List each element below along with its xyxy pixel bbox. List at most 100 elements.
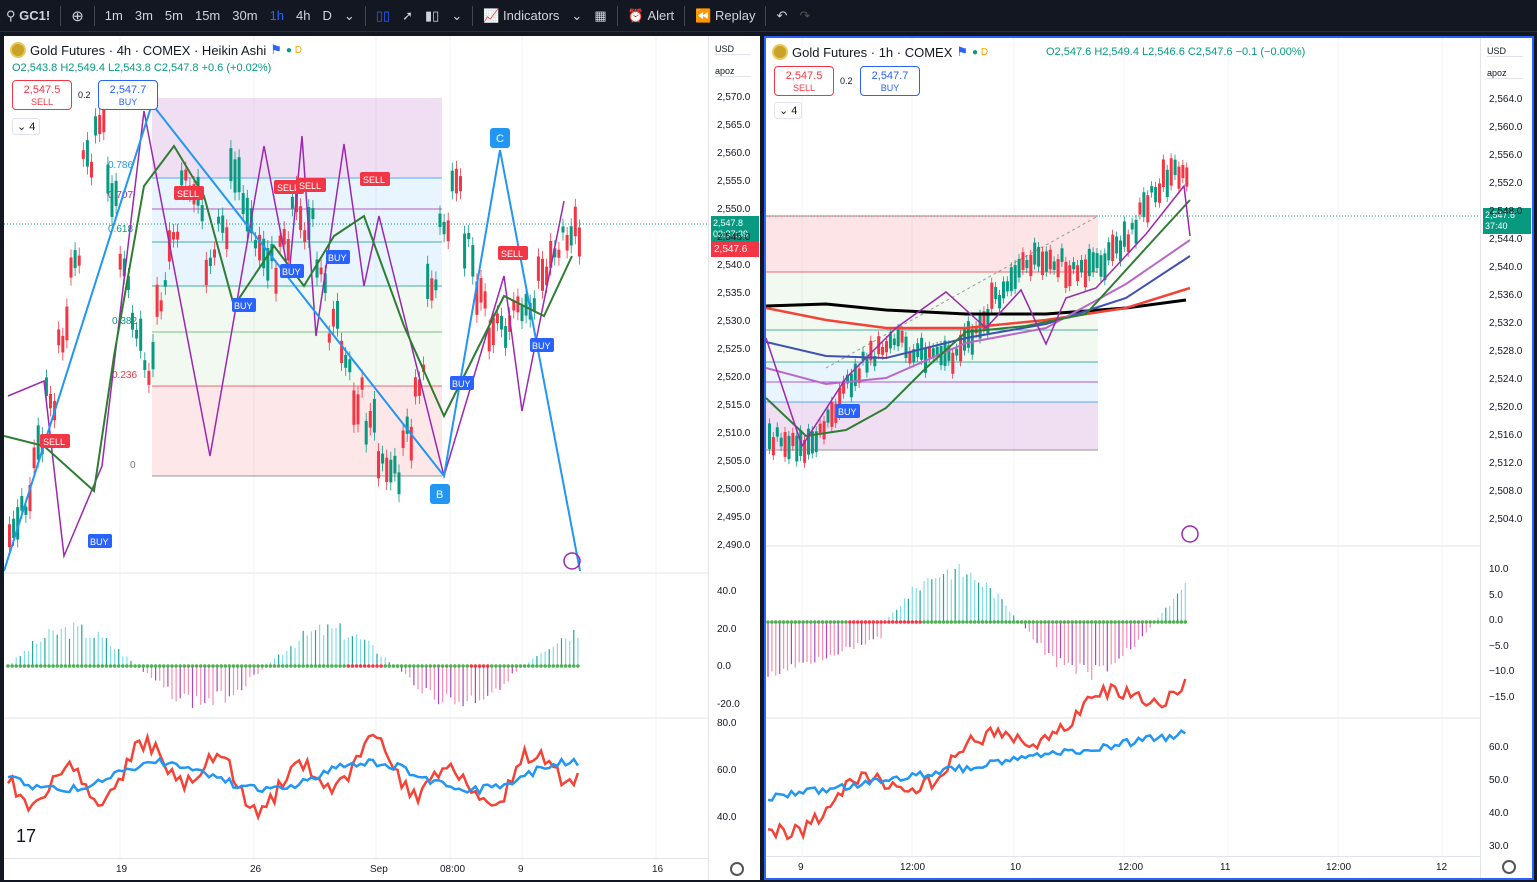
time-axis[interactable]: 9 12:00 10 12:00 11 12:00 12 [766, 856, 1480, 878]
style-dropdown[interactable]: ⌄ [445, 0, 468, 32]
oscillator-dot [227, 664, 232, 668]
settings-gear-icon[interactable] [1502, 860, 1516, 874]
sell-button[interactable]: 2,547.5 SELL [774, 66, 834, 96]
oscillator-dot [88, 664, 92, 668]
divider [616, 5, 618, 26]
candles-style-button[interactable]: ▯▯ [370, 0, 396, 32]
candle [974, 326, 978, 334]
osc-tick: 0.0 [717, 661, 731, 672]
grid-layout-icon: ▦ [594, 7, 607, 23]
oscillator-dot [276, 664, 281, 668]
oscillator-dot [338, 664, 342, 668]
undo-button[interactable]: ↶ [770, 0, 793, 32]
candle [1029, 254, 1033, 277]
flag-icon[interactable]: ⚑ [956, 44, 969, 59]
candle [336, 300, 339, 329]
indicators-button[interactable]: 📈 Indicators [483, 7, 560, 24]
oscillator-dot [766, 620, 770, 624]
scale-mode[interactable]: apoz [1487, 68, 1523, 79]
price-axis[interactable]: USD apoz 2,547.6 37:40 2,564.0 2,560.0 2,55… [1480, 38, 1532, 878]
candle [208, 257, 212, 266]
scale-mode[interactable]: apoz [715, 66, 751, 77]
candle [135, 329, 139, 339]
top-toolbar: ⚲ GC1! ⊕ 1m 3m 5m 15m 30m 1h 4h D ⌄ ▯▯ ➚… [0, 0, 1537, 32]
layout-button[interactable]: ▦ [588, 0, 612, 32]
oscillator-dot [354, 664, 359, 668]
candle [947, 345, 951, 361]
sell-signal [40, 434, 70, 448]
candle [459, 176, 462, 192]
candle [1107, 242, 1111, 261]
redo-button[interactable]: ↷ [793, 0, 816, 32]
oscillator-dot [6, 664, 10, 668]
current-price-label: 2,547.6 37:40 [1483, 208, 1531, 234]
chart-canvas-1h[interactable]: BUY [766, 38, 1532, 878]
candle [200, 205, 204, 222]
fib-zone-red [152, 386, 442, 476]
oscillator-dot [1066, 620, 1071, 624]
replay-button[interactable]: ⏪ Replay [695, 7, 756, 24]
price-tick: 2,516.0 [1489, 430, 1523, 441]
time-axis[interactable]: 19 26 Sep 08:00 9 16 [4, 858, 708, 880]
oscillator-dot [457, 664, 461, 668]
interval-1h[interactable]: 1h [269, 8, 285, 23]
currency-selector[interactable]: USD [1487, 46, 1523, 57]
collapse-indicators-button[interactable]: ⌄ 4 [12, 118, 41, 135]
chart-panel-4h[interactable]: 0.786 0.707 0.618 0.382 0.236 0 C B SELL SELL SELL… [4, 36, 760, 880]
chart-canvas-4h[interactable]: 0.7860.7070.6180.3820.2360CBSELLSELLSELL… [4, 36, 760, 880]
candle [331, 308, 335, 327]
buy-button[interactable]: 2,547.7 BUY [98, 80, 158, 110]
candle [1142, 192, 1146, 218]
interval-D[interactable]: D [322, 8, 332, 23]
interval-1m[interactable]: 1m [104, 8, 123, 23]
price-axis[interactable]: USD apoz 2,547.8 03:37:39 2,547.6 2,570.0… [708, 36, 760, 880]
interval-dropdown[interactable]: ⌄ [338, 0, 361, 32]
spread-value: 0.2 [78, 90, 91, 100]
symbol-search[interactable]: ⚲ GC1! [6, 7, 51, 24]
interval-15m[interactable]: 15m [194, 8, 221, 23]
oscillator-dot [563, 664, 568, 668]
oscillator-dot [1179, 620, 1184, 624]
zigzag-line [7, 110, 565, 559]
interval-5m[interactable]: 5m [164, 8, 183, 23]
candle [57, 329, 61, 346]
bid-price-label: 2,547.6 [711, 242, 759, 257]
interval-4h[interactable]: 4h [296, 8, 311, 23]
settings-gear-icon[interactable] [730, 862, 744, 876]
buy-button[interactable]: 2,547.7 BUY [860, 66, 920, 96]
oscillator-dot [1175, 620, 1180, 624]
interval-30m[interactable]: 30m [232, 8, 258, 23]
oscillator-dot [71, 664, 76, 668]
28: 2,555.0 [717, 176, 751, 187]
oscillator-dot [424, 664, 429, 668]
compare-button[interactable]: ⊕ [65, 0, 90, 32]
bars-style-button[interactable]: ▮▯ [419, 0, 445, 32]
collapse-indicators-button[interactable]: ⌄ 4 [774, 102, 803, 119]
line-style-button[interactable]: ➚ [396, 0, 419, 32]
oscillator-dot [526, 664, 531, 668]
candle [204, 259, 208, 286]
oscillator-dot [231, 664, 236, 668]
oscillator-dot [539, 664, 543, 668]
price-tick: 2,528.0 [1489, 346, 1523, 357]
oscillator-dot [506, 664, 511, 668]
candle [1146, 195, 1150, 223]
oscillator-dot [1086, 620, 1090, 624]
interval-3m[interactable]: 3m [134, 8, 153, 23]
oscillator-dot [945, 620, 950, 624]
candle [541, 258, 544, 291]
currency-selector[interactable]: USD [715, 44, 751, 55]
oscillator-dot [223, 664, 228, 668]
price-tick: 2,536.0 [1489, 290, 1523, 301]
candle [818, 423, 822, 433]
oscillator-dot [1152, 620, 1156, 624]
candle [85, 140, 89, 167]
sell-button[interactable]: 2,547.5 SELL [12, 80, 72, 110]
candle [61, 335, 65, 353]
chart-panel-1h[interactable]: BUY Gold Futures · 1h · COMEX ⚑ ● D O2,5… [764, 36, 1534, 880]
indicators-dropdown[interactable]: ⌄ [565, 0, 588, 32]
oscillator-dot [1089, 620, 1094, 624]
flag-icon[interactable]: ⚑ [270, 42, 282, 57]
alert-button[interactable]: ⏰ Alert [627, 7, 675, 24]
candle [532, 298, 536, 312]
